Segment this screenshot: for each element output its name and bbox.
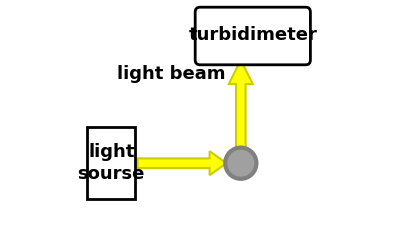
FancyBboxPatch shape (195, 7, 310, 65)
FancyBboxPatch shape (87, 127, 135, 199)
FancyArrow shape (138, 151, 226, 175)
FancyArrow shape (229, 60, 253, 148)
Circle shape (225, 148, 256, 179)
Text: turbidimeter: turbidimeter (188, 26, 317, 44)
Text: light
sourse: light sourse (78, 143, 145, 183)
Text: light beam: light beam (117, 66, 226, 84)
